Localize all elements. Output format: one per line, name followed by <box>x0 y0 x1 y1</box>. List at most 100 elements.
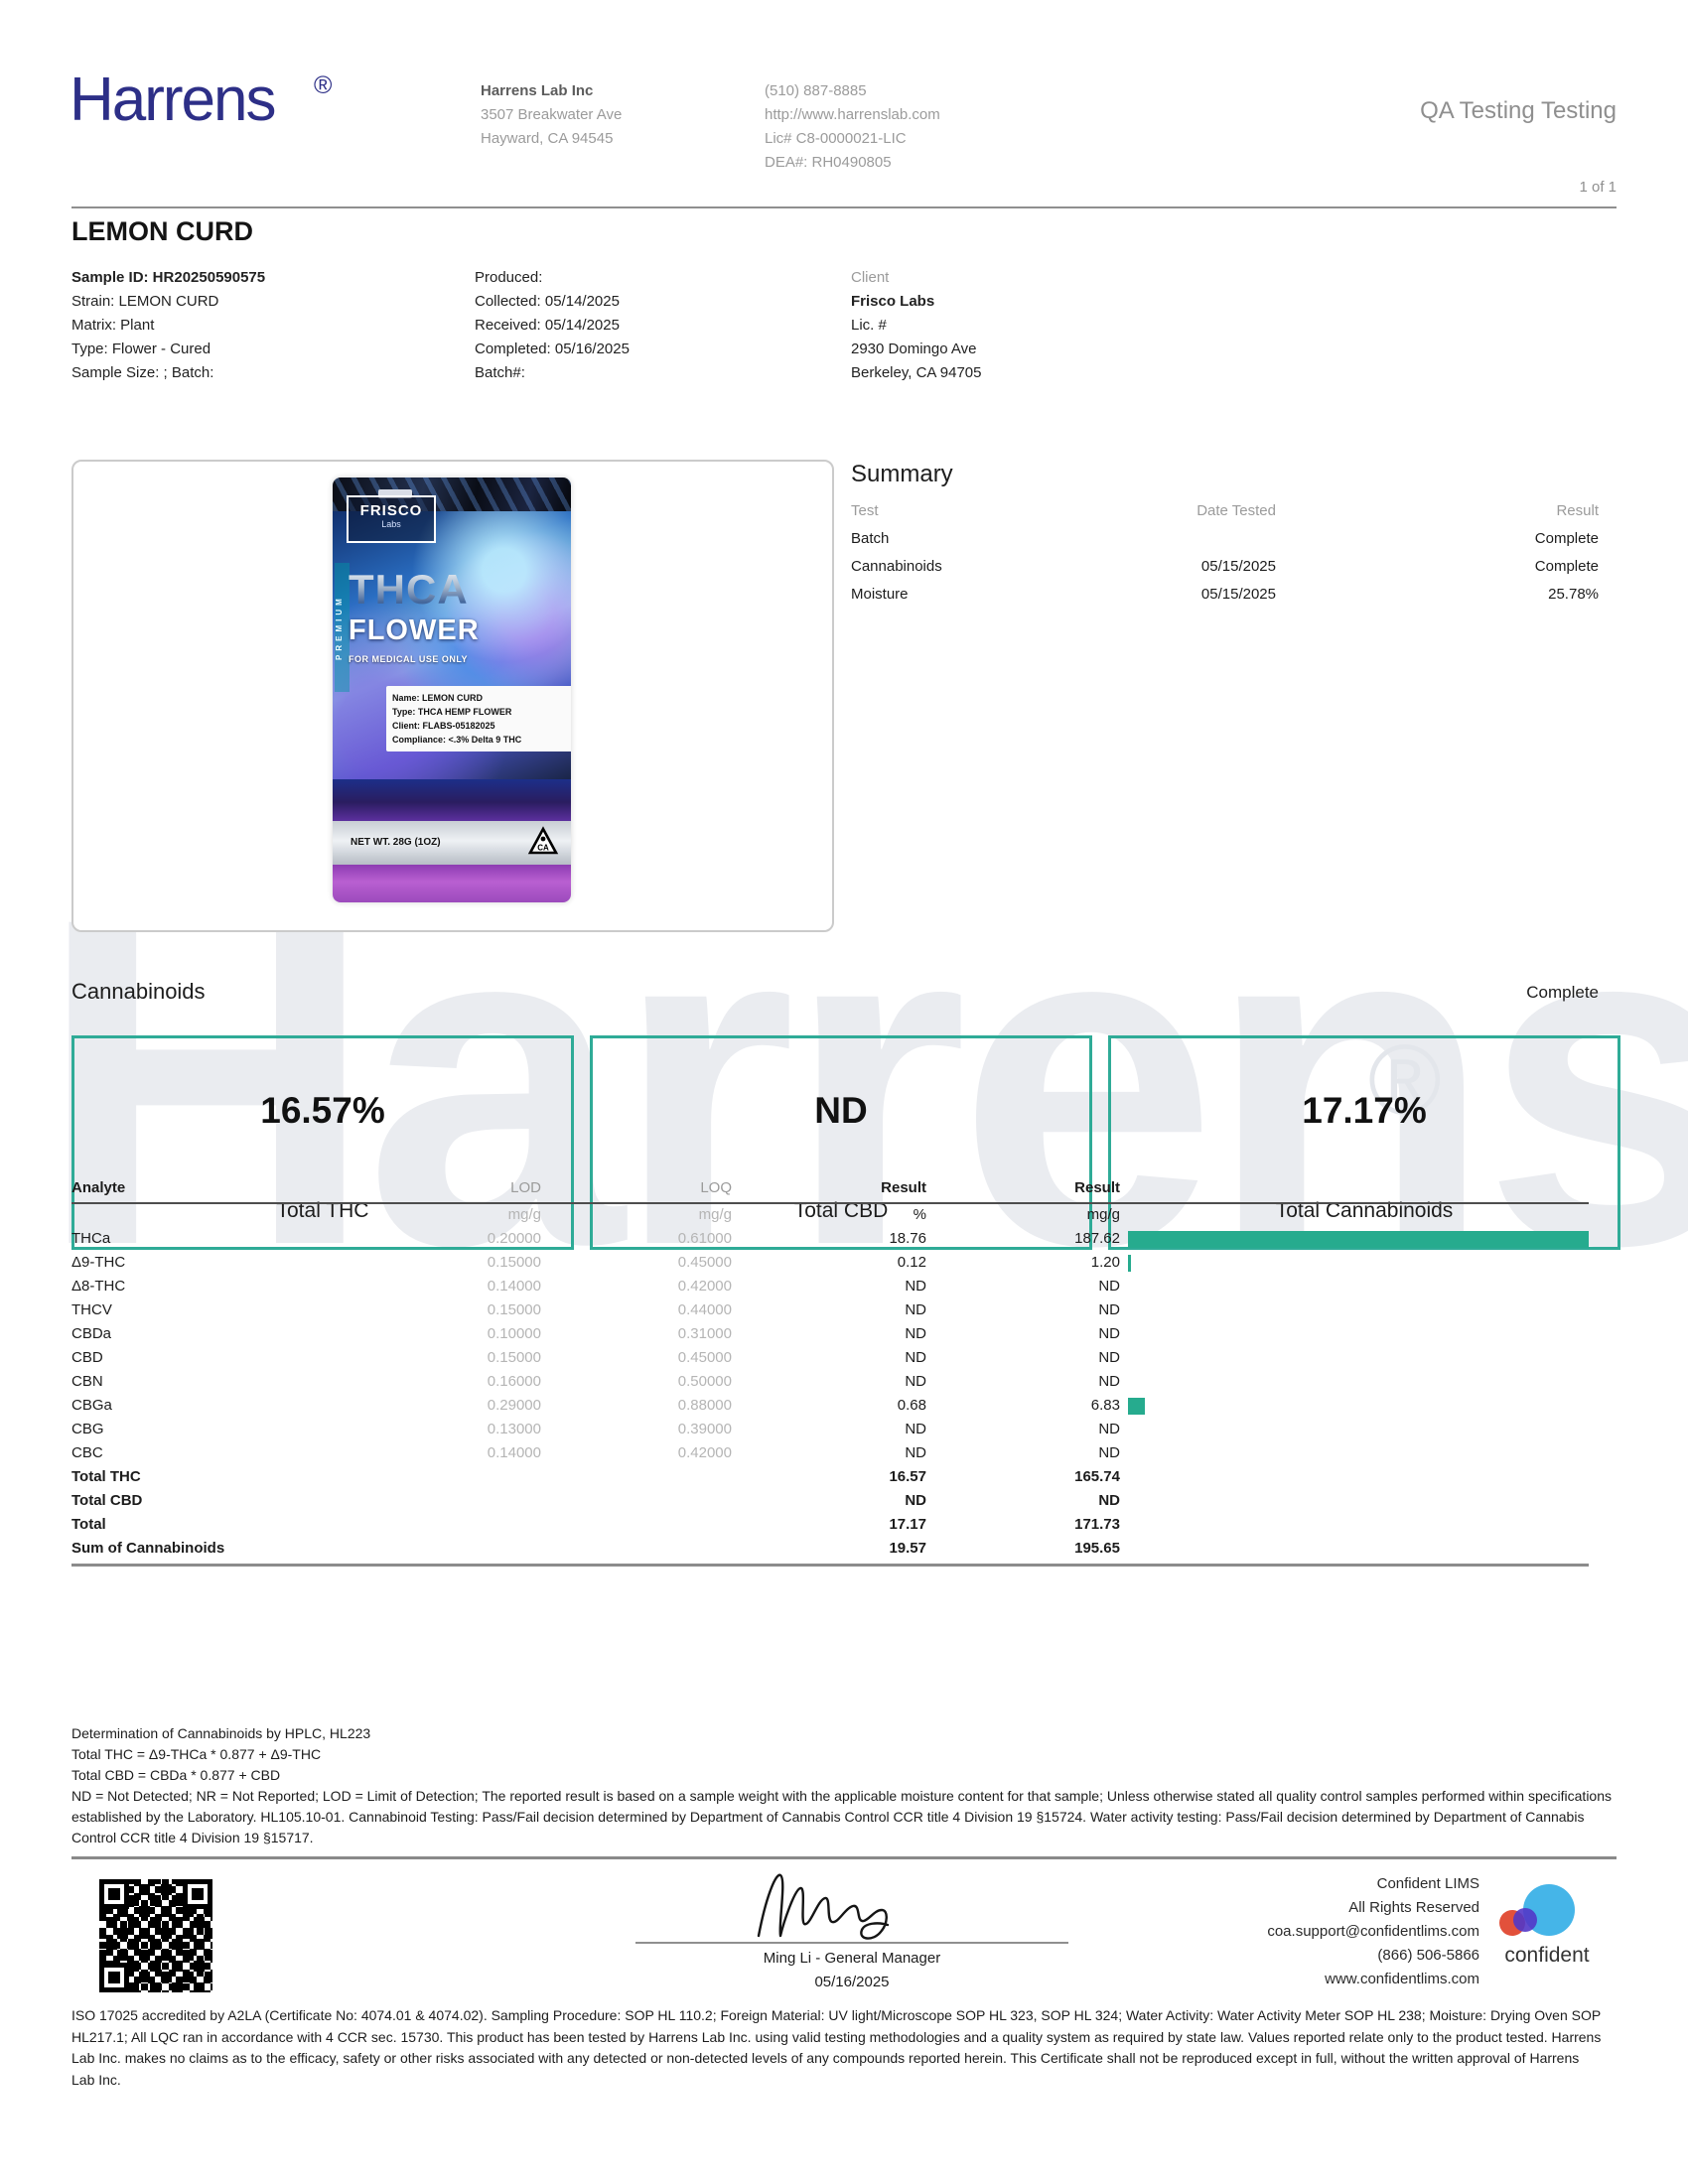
table-bottom-divider <box>71 1564 1589 1567</box>
lab-phone: (510) 887-8885 <box>765 82 867 99</box>
package-net-weight: NET WT. 28G (1OZ) <box>351 837 441 848</box>
sample-details-col1: Sample ID: HR20250590575 Strain: LEMON C… <box>71 266 265 385</box>
analyte-result-mgg: ND <box>1098 1492 1120 1509</box>
analyte-lod: 0.14000 <box>487 1444 541 1461</box>
summary-row-batch: Batch Complete <box>851 530 1599 558</box>
summary-test: Batch <box>851 530 890 547</box>
table-row: CBDa 0.10000 0.31000 ND ND <box>71 1323 1589 1347</box>
footnote-definitions: ND = Not Detected; NR = Not Reported; LO… <box>71 1788 1612 1845</box>
analyte-result-mgg: ND <box>1098 1278 1120 1295</box>
sample-strain: Strain: LEMON CURD <box>71 293 219 310</box>
sample-type: Type: Flower - Cured <box>71 341 211 357</box>
analyte-result-mgg: 165.74 <box>1074 1468 1120 1485</box>
analyte-loq: 0.88000 <box>677 1397 732 1414</box>
summary-test: Moisture <box>851 586 909 603</box>
page-indicator: 1 of 1 <box>1579 179 1617 196</box>
ca-warning-triangle-icon: CA <box>527 826 559 858</box>
result-bar-track <box>1128 1279 1589 1296</box>
total-cbd-label: Total CBD <box>793 1199 889 1222</box>
package-brand: FRISCO <box>359 502 423 519</box>
product-photo-frame: FRISCO Labs PREMIUM THCA FLOWER FOR MEDI… <box>71 460 834 932</box>
unit-result-mgg: mg/g <box>1086 1206 1120 1223</box>
analyte-table: Analyte LOD LOQ Result Result mg/g mg/g … <box>71 1177 1589 1567</box>
header-analyte: Analyte <box>71 1179 126 1196</box>
package-label-compliance: Compliance: <.3% Delta 9 THC <box>392 735 522 745</box>
table-row: THCa 0.20000 0.61000 18.76 187.62 <box>71 1228 1589 1252</box>
result-bar <box>1128 1398 1145 1415</box>
analyte-name: CBD <box>71 1349 103 1366</box>
analyte-result-pct: ND <box>905 1301 926 1318</box>
legal-disclaimer: ISO 17025 accredited by A2LA (Certificat… <box>71 2007 1602 2088</box>
summary-result: Complete <box>1534 530 1599 547</box>
summary-title: Summary <box>851 461 953 487</box>
lims-email-link[interactable]: coa.support@confidentlims.com <box>1267 1923 1479 1940</box>
package-brand-sub: Labs <box>381 519 401 529</box>
table-row: Δ8-THC 0.14000 0.42000 ND ND <box>71 1276 1589 1299</box>
analyte-result-mgg: ND <box>1098 1444 1120 1461</box>
analyte-name: THCa <box>71 1230 111 1247</box>
package-zipper-notch <box>378 489 412 498</box>
signer-name-title: Ming Li - General Manager <box>763 1950 941 1967</box>
footnote-cbd-formula: Total CBD = CBDa * 0.877 + CBD <box>71 1767 281 1783</box>
summary-date: 05/15/2025 <box>1200 558 1276 575</box>
result-bar-track <box>1128 1326 1589 1343</box>
analyte-loq: 0.45000 <box>677 1254 732 1271</box>
lab-website-link[interactable]: http://www.harrenslab.com <box>765 106 940 123</box>
analyte-name: CBC <box>71 1444 103 1461</box>
analyte-lod: 0.15000 <box>487 1349 541 1366</box>
cannabinoids-status: Complete <box>1526 983 1599 1002</box>
summary-row-moisture: Moisture 05/15/2025 25.78% <box>851 586 1599 614</box>
table-row: CBN 0.16000 0.50000 ND ND <box>71 1371 1589 1395</box>
table-row: Δ9-THC 0.15000 0.45000 0.12 1.20 <box>71 1252 1589 1276</box>
analyte-result-pct: ND <box>905 1492 926 1509</box>
summary-header-date: Date Tested <box>1196 502 1276 519</box>
watermark-registered-icon: ® <box>1368 1024 1442 1136</box>
header-result-mgg: Result <box>1074 1179 1120 1196</box>
signature-divider <box>71 1856 1617 1859</box>
sample-collected: Collected: 05/14/2025 <box>475 293 620 310</box>
footnote-method: Determination of Cannabinoids by HPLC, H… <box>71 1725 371 1741</box>
lab-contact-block: (510) 887-8885 http://www.harrenslab.com… <box>765 79 940 175</box>
lims-name: Confident LIMS <box>1376 1875 1479 1892</box>
lims-rights: All Rights Reserved <box>1348 1899 1479 1916</box>
analyte-lod: 0.15000 <box>487 1301 541 1318</box>
table-row: CBGa 0.29000 0.88000 0.68 6.83 <box>71 1395 1589 1419</box>
analyte-result-mgg: 187.62 <box>1074 1230 1120 1247</box>
analyte-result-pct: 16.57 <box>889 1468 926 1485</box>
summary-test: Cannabinoids <box>851 558 942 575</box>
analyte-result-mgg: ND <box>1098 1373 1120 1390</box>
analyte-lod: 0.13000 <box>487 1421 541 1437</box>
package-label-type: Type: THCA HEMP FLOWER <box>392 707 512 717</box>
package-premium-strip: PREMIUM <box>335 563 350 692</box>
lab-dea: DEA#: RH0490805 <box>765 154 892 171</box>
lab-license: Lic# C8-0000021-LIC <box>765 130 907 147</box>
result-bar <box>1128 1255 1132 1272</box>
analyte-result-mgg: 195.65 <box>1074 1540 1120 1557</box>
result-bar-track <box>1128 1231 1589 1248</box>
total-thc-value: 16.57% <box>260 1090 385 1131</box>
analyte-result-pct: ND <box>905 1349 926 1366</box>
analyte-result-mgg: 1.20 <box>1090 1254 1120 1271</box>
client-label: Client <box>851 269 890 286</box>
summary-header-row: Test Date Tested Result <box>851 502 1599 530</box>
analyte-result-mgg: 6.83 <box>1090 1397 1120 1414</box>
table-row: THCV 0.15000 0.44000 ND ND <box>71 1299 1589 1323</box>
sample-received: Received: 05/14/2025 <box>475 317 620 334</box>
result-bar-track <box>1128 1398 1589 1415</box>
analyte-lod: 0.10000 <box>487 1325 541 1342</box>
total-cannabinoids-label: Total Cannabinoids <box>1275 1199 1454 1222</box>
analyte-lod: 0.14000 <box>487 1278 541 1295</box>
result-bar-track <box>1128 1493 1589 1510</box>
table-row: Sum of Cannabinoids 19.57 195.65 <box>71 1538 1589 1562</box>
client-name: Frisco Labs <box>851 293 935 310</box>
sample-title: LEMON CURD <box>71 216 253 246</box>
analyte-result-mgg: ND <box>1098 1421 1120 1437</box>
analyte-loq: 0.39000 <box>677 1421 732 1437</box>
client-address1: 2930 Domingo Ave <box>851 341 977 357</box>
sample-matrix: Matrix: Plant <box>71 317 155 334</box>
analyte-result-pct: ND <box>905 1325 926 1342</box>
summary-row-cannabinoids: Cannabinoids 05/15/2025 Complete <box>851 558 1599 586</box>
cannabinoids-heading: Cannabinoids <box>71 979 206 1004</box>
lims-website-link[interactable]: www.confidentlims.com <box>1325 1971 1479 1987</box>
